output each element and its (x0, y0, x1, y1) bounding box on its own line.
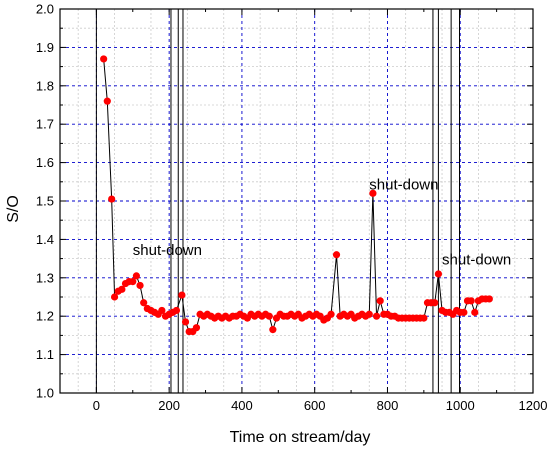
x-tick-label: 0 (93, 398, 100, 413)
y-axis-title: S/O (5, 195, 22, 223)
data-point (376, 297, 384, 305)
data-point (327, 310, 335, 318)
x-tick-label: 400 (231, 398, 253, 413)
data-point (485, 295, 493, 303)
data-point (365, 310, 373, 318)
y-tick-label: 1.5 (36, 194, 54, 209)
data-points (100, 55, 493, 336)
data-point (172, 306, 181, 315)
data-point (136, 281, 144, 290)
axis-ticks (59, 8, 534, 394)
y-tick-label: 1.3 (36, 270, 54, 285)
data-point (129, 278, 137, 286)
data-point (460, 308, 468, 316)
y-tick-label: 2.0 (36, 2, 54, 17)
y-tick-label: 1.8 (36, 78, 54, 93)
data-point (132, 272, 141, 280)
data-point (369, 189, 377, 197)
annotation-label: shut-down (442, 251, 511, 268)
data-point (103, 97, 111, 105)
data-point (192, 324, 201, 332)
x-tick-label: 1200 (519, 398, 548, 413)
data-point (118, 285, 126, 293)
minor-grid (60, 9, 533, 393)
data-point (431, 299, 439, 307)
data-point (434, 270, 442, 278)
x-tick-label: 600 (304, 398, 326, 413)
data-point (181, 318, 190, 326)
data-point (471, 308, 479, 316)
x-axis-title: Time on stream/day (230, 429, 371, 446)
data-point (332, 251, 341, 259)
annotation-label: shut-down (133, 242, 202, 259)
y-tick-label: 1.6 (36, 155, 54, 170)
y-tick-label: 1.4 (36, 232, 54, 247)
data-point (140, 299, 148, 307)
x-tick-label: 800 (377, 398, 399, 413)
y-tick-label: 1.7 (36, 117, 54, 132)
data-point (158, 306, 166, 315)
annotations: shut-down shut-down shut-down (133, 176, 511, 268)
x-tick-label: 1000 (446, 398, 475, 413)
data-point (372, 312, 381, 320)
y-tick-label: 1.9 (36, 40, 54, 55)
data-point (100, 55, 108, 63)
data-point (265, 312, 273, 320)
y-tick-labels: 1.0 1.1 1.2 1.3 1.4 1.5 1.6 1.7 1.8 1.9 2.0 (36, 2, 54, 401)
data-point (110, 293, 119, 301)
shutdown-lines (95, 9, 461, 393)
data-point (178, 291, 186, 299)
data-point (420, 314, 428, 322)
y-tick-label: 1.0 (36, 386, 54, 401)
x-tick-labels: 0 200 400 600 800 1000 1200 (93, 398, 548, 413)
x-tick-label: 200 (158, 398, 180, 413)
annotation-label: shut-down (369, 176, 438, 193)
data-point (467, 297, 475, 305)
y-tick-label: 1.2 (36, 309, 54, 324)
data-point (269, 326, 277, 334)
y-tick-label: 1.1 (36, 347, 54, 362)
data-point (108, 195, 116, 203)
